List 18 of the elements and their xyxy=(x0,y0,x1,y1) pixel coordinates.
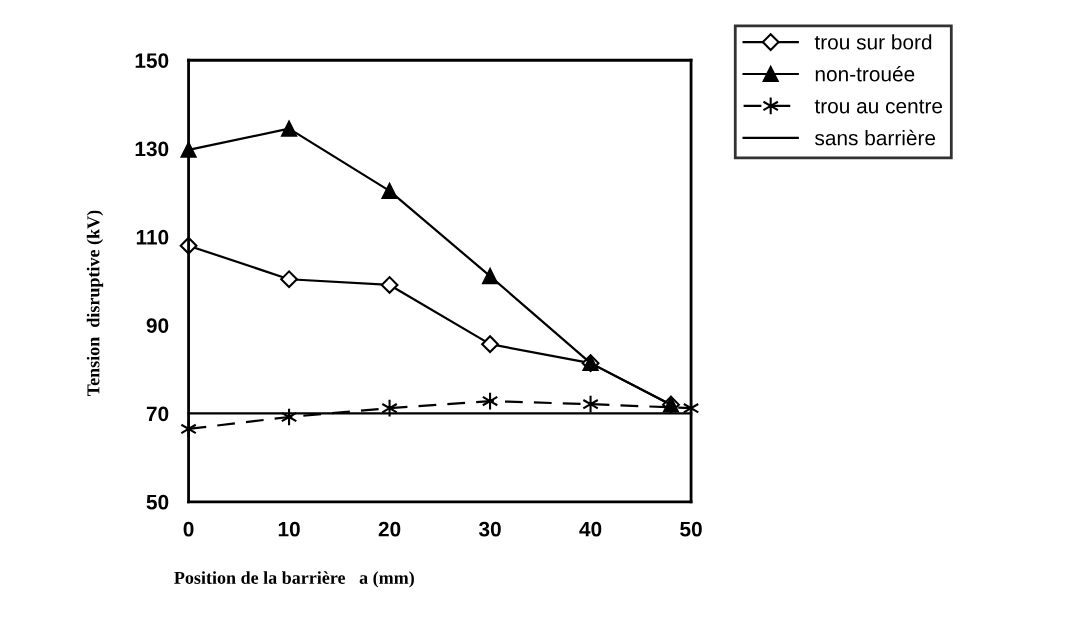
x-tick-label: 30 xyxy=(478,521,501,537)
y-axis-title: Tension disruptive (kV) xyxy=(86,210,104,397)
y-tick-label: 130 xyxy=(135,141,169,157)
x-tick-label: 40 xyxy=(579,521,602,537)
x-tick-label: 20 xyxy=(378,521,401,537)
y-tick-label: 150 xyxy=(135,53,169,68)
x-axis-title: Position de la barrière a (mm) xyxy=(174,571,414,588)
y-tick-label: 50 xyxy=(146,494,169,510)
y-tick-label: 70 xyxy=(146,406,169,422)
legend-label: trou au centre xyxy=(814,99,943,114)
legend-label: non-trouée xyxy=(815,65,915,82)
y-tick-label: 110 xyxy=(136,229,169,245)
legend-label: sans barrière xyxy=(815,129,936,146)
y-tick-label: 90 xyxy=(146,318,169,333)
x-tick-label: 50 xyxy=(680,521,702,537)
x-tick-label: 10 xyxy=(278,521,300,537)
x-tick-label: 0 xyxy=(183,521,194,537)
legend-label: trou sur bord xyxy=(814,34,932,50)
